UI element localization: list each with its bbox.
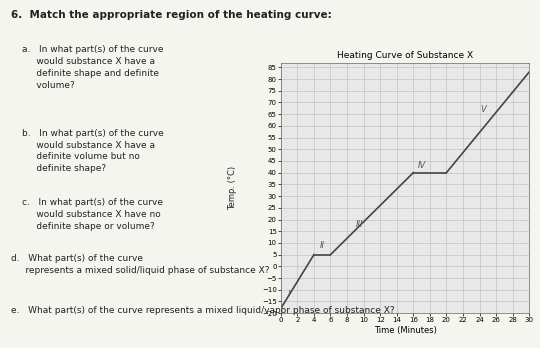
Text: 6.  Match the appropriate region of the heating curve:: 6. Match the appropriate region of the h… [11, 10, 332, 21]
Text: III: III [356, 220, 363, 229]
Text: e.   What part(s) of the curve represents a mixed liquid/vapor phase of substanc: e. What part(s) of the curve represents … [11, 306, 394, 315]
Text: V: V [481, 105, 487, 114]
Text: Temp. (°C): Temp. (°C) [228, 166, 237, 210]
Text: c.   In what part(s) of the curve
     would substance X have no
     definite s: c. In what part(s) of the curve would su… [22, 198, 163, 231]
Title: Heating Curve of Substance X: Heating Curve of Substance X [337, 52, 473, 61]
Text: I: I [288, 290, 291, 299]
Text: d.   What part(s) of the curve
     represents a mixed solid/liquid phase of sub: d. What part(s) of the curve represents … [11, 254, 269, 275]
Text: b.   In what part(s) of the curve
     would substance X have a
     definite vo: b. In what part(s) of the curve would su… [22, 129, 163, 173]
Text: a.   In what part(s) of the curve
     would substance X have a
     definite sh: a. In what part(s) of the curve would su… [22, 45, 163, 90]
Text: IV: IV [417, 161, 426, 170]
Text: II: II [320, 241, 325, 250]
X-axis label: Time (Minutes): Time (Minutes) [374, 326, 436, 335]
